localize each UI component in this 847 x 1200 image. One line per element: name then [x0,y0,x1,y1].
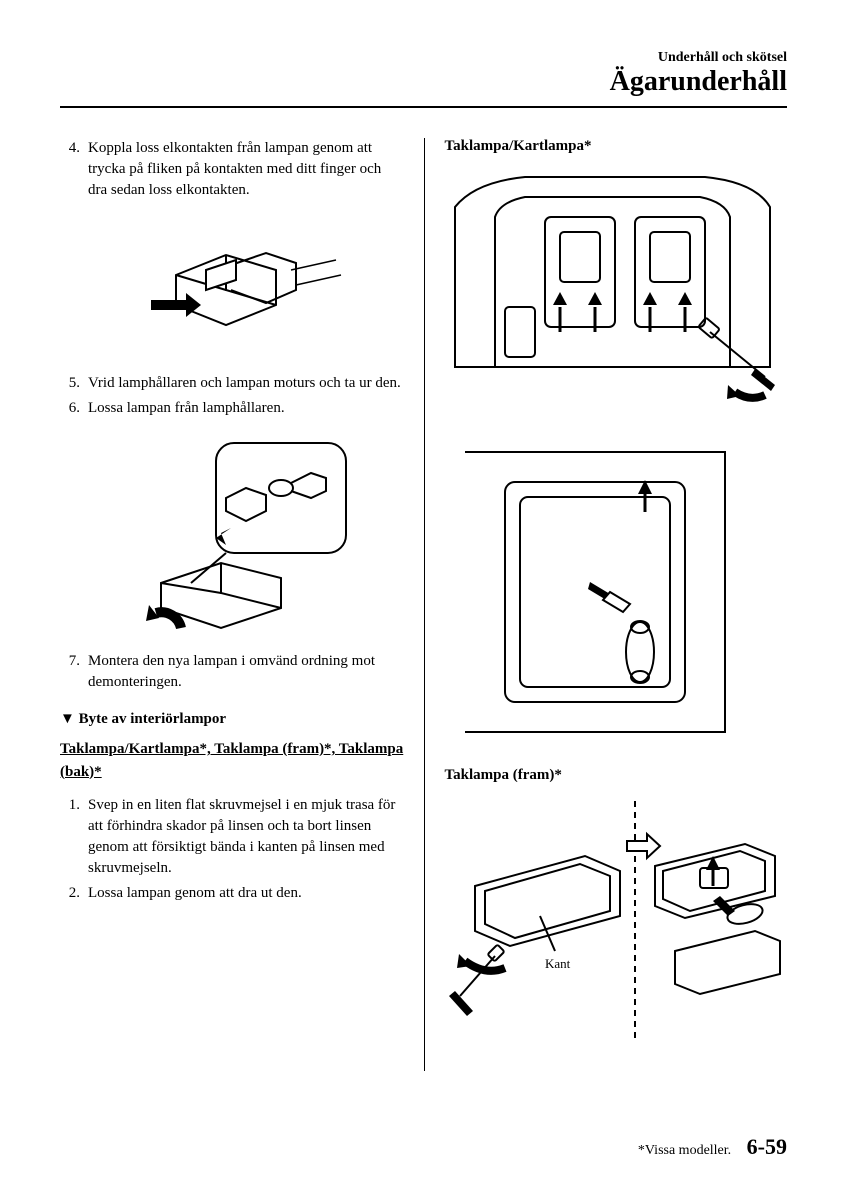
step-number: 2. [60,883,88,904]
figure-title-1: Taklampa/Kartlampa* [445,138,788,155]
step-number: 5. [60,373,88,394]
step-text: Vrid lamphållaren och lampan moturs och … [88,373,404,394]
page-footer: *Vissa modeller. 6-59 [638,1134,787,1160]
figure-title-2: Taklampa (fram)* [445,767,788,784]
figure-lens-open [445,442,788,747]
interior-step-2: 2. Lossa lampan genom att dra ut den. [60,883,404,904]
step-text: Lossa lampan från lamphållaren. [88,398,404,419]
sub-heading: Taklampa/Kartlampa*, Taklampa (fram)*, T… [60,738,404,783]
label-kant: Kant [545,956,571,971]
step-text: Svep in en liten flat skruvmejsel i en m… [88,795,404,879]
step-6: 6. Lossa lampan från lamphållaren. [60,398,404,419]
step-number: 7. [60,651,88,693]
footer-note: *Vissa modeller. [638,1143,731,1158]
figure-bulb-removal [88,433,404,633]
header-section: Underhåll och skötsel [60,50,787,66]
left-column: 4. Koppla loss elkontakten från lampan g… [60,138,424,1071]
page-number: 6-59 [747,1134,787,1159]
step-number: 6. [60,398,88,419]
figure-overhead-console [445,167,788,422]
interior-step-1: 1. Svep in en liten flat skruvmejsel i e… [60,795,404,879]
section-heading: ▼ Byte av interiörlampor [60,711,404,728]
header-title: Ägarunderhåll [60,66,787,98]
right-column: Taklampa/Kartlampa* [424,138,788,1071]
step-text: Lossa lampan genom att dra ut den. [88,883,404,904]
step-text: Montera den nya lampan i omvänd ordning … [88,651,404,693]
step-5: 5. Vrid lamphållaren och lampan moturs o… [60,373,404,394]
page-header: Underhåll och skötsel Ägarunderhåll [60,50,787,108]
step-4: 4. Koppla loss elkontakten från lampan g… [60,138,404,201]
step-text: Koppla loss elkontakten från lampan geno… [88,138,404,201]
figure-front-lamp: Kant [445,796,788,1051]
step-7: 7. Montera den nya lampan i omvänd ordni… [60,651,404,693]
content-columns: 4. Koppla loss elkontakten från lampan g… [60,138,787,1071]
figure-connector [88,215,404,355]
step-number: 1. [60,795,88,879]
step-number: 4. [60,138,88,201]
